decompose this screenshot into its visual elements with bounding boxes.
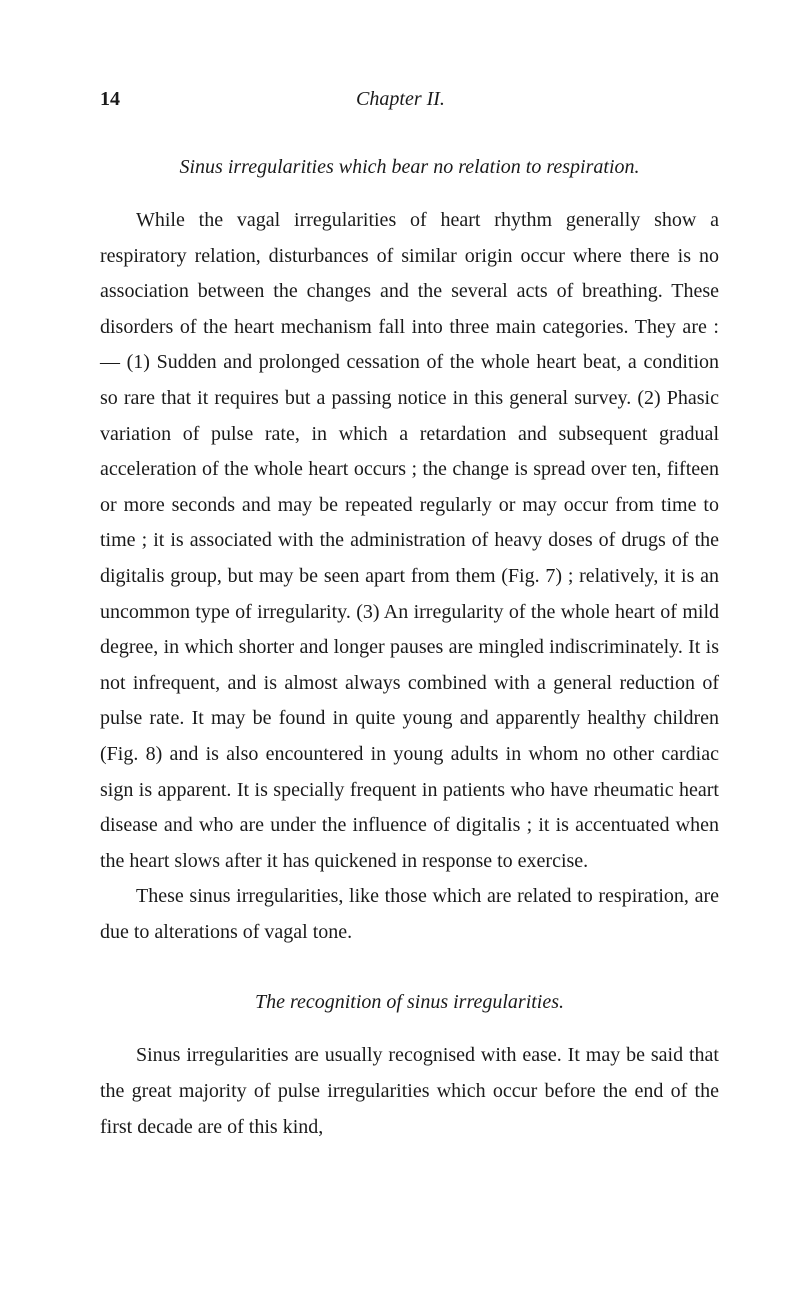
page-header: 14 Chapter II. <box>100 88 719 111</box>
body-paragraph-3: Sinus irregularities are usually recogni… <box>100 1038 719 1145</box>
section-heading-1: Sinus irregularities which bear no relat… <box>100 153 719 181</box>
body-paragraph-2: These sinus irregularities, like those w… <box>100 879 719 950</box>
section-heading-2: The recognition of sinus irregularities. <box>100 988 719 1016</box>
page-number: 14 <box>100 88 120 111</box>
body-paragraph-1: While the vagal irregularities of heart … <box>100 203 719 879</box>
chapter-title: Chapter II. <box>356 88 445 111</box>
